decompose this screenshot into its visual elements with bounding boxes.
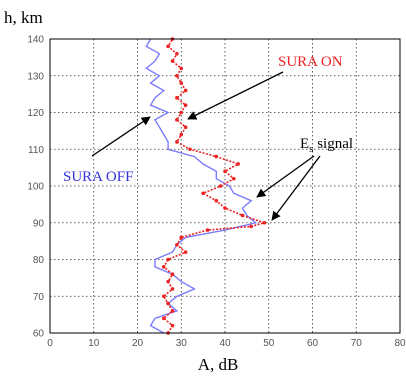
data-point-sura-on [236, 162, 240, 166]
x-tick-label: 60 [307, 338, 319, 349]
x-tick-label: 30 [176, 338, 188, 349]
data-point-sura-on [166, 44, 170, 49]
y-tick-label: 80 [33, 255, 45, 266]
data-point-sura-on [175, 243, 179, 247]
data-point-sura-on [262, 220, 267, 225]
data-point-sura-on [223, 206, 227, 210]
data-point-sura-on [175, 96, 179, 100]
data-point-sura-on [183, 103, 188, 107]
data-point-sura-on [175, 140, 179, 144]
y-tick-label: 60 [33, 329, 45, 340]
data-point-sura-on [249, 224, 254, 229]
data-point-sura-on [240, 213, 245, 218]
data-point-sura-on [170, 309, 175, 313]
data-point-sura-on [161, 316, 166, 321]
data-point-sura-on [175, 51, 179, 56]
data-point-sura-on [179, 235, 184, 240]
x-axis-label: A, dB [197, 355, 239, 374]
x-tick-label: 10 [88, 338, 100, 349]
data-point-sura-on [179, 66, 184, 71]
series-line-sura-off [145, 38, 258, 334]
data-point-sura-on [179, 132, 184, 137]
data-point-sura-on [175, 118, 179, 122]
data-point-sura-on [231, 176, 236, 181]
sura-off-label: SURA OFF [63, 169, 133, 185]
data-point-sura-on [223, 169, 227, 174]
data-point-sura-on [166, 301, 170, 306]
data-point-sura-on [179, 110, 184, 115]
es-signal-arrow-1 [256, 155, 315, 198]
data-point-sura-on [179, 81, 184, 85]
data-point-sura-on [183, 88, 188, 93]
data-point-sura-on [161, 265, 166, 269]
data-point-sura-on [170, 59, 175, 63]
sura-on-arrow [187, 71, 284, 120]
data-point-sura-on [205, 228, 210, 232]
sura-off-arrow [91, 116, 151, 157]
x-tick-label: 20 [132, 338, 144, 349]
x-tick-label: 50 [263, 338, 275, 349]
grid [50, 39, 400, 333]
annotations: SURA ON SURA OFF Es signal [63, 54, 353, 221]
data-point-sura-on [170, 287, 175, 291]
y-tick-label: 140 [27, 35, 44, 46]
series [145, 37, 268, 335]
data-point-sura-on [175, 73, 179, 78]
data-point-sura-on [218, 184, 223, 188]
x-tick-label: 40 [219, 338, 231, 349]
y-tick-label: 100 [27, 182, 44, 193]
data-point-sura-on [183, 125, 188, 129]
sura-on-label: SURA ON [278, 54, 343, 70]
x-tick-label: 70 [351, 338, 363, 349]
data-point-sura-on [170, 272, 175, 277]
y-tick-label: 130 [27, 71, 44, 82]
ticks: 0 10 20 30 40 50 60 70 80 60 70 80 90 100 110 120 130 140 [27, 35, 406, 350]
x-tick-label: 80 [394, 338, 406, 349]
data-point-sura-on [188, 147, 192, 152]
data-point-sura-on [166, 257, 170, 262]
es-signal-arrow-2 [271, 155, 321, 221]
plot-frame [49, 38, 401, 334]
y-tick-label: 120 [27, 108, 44, 119]
data-point-sura-on [214, 198, 219, 203]
y-axis-label: h, km [4, 8, 43, 27]
data-point-sura-on [214, 154, 219, 159]
data-point-sura-on [170, 323, 175, 328]
y-tick-label: 90 [33, 218, 45, 229]
y-tick-label: 110 [28, 145, 44, 156]
data-point-sura-on [166, 279, 170, 284]
y-tick-label: 70 [33, 292, 45, 303]
x-tick-label: 0 [47, 338, 53, 349]
data-point-sura-on [183, 250, 188, 254]
data-point-sura-on [201, 191, 205, 196]
data-point-sura-on [161, 294, 166, 299]
es-signal-label: Es signal [300, 136, 353, 155]
